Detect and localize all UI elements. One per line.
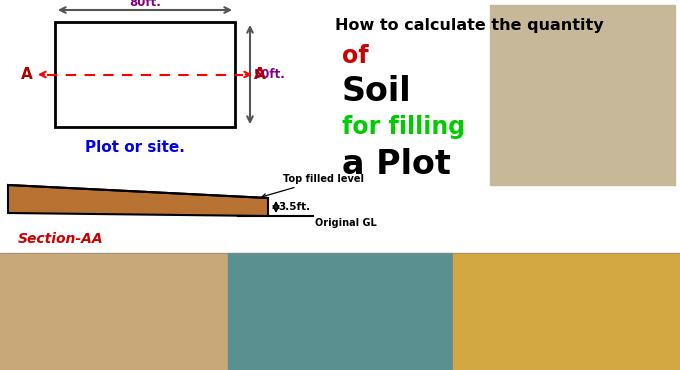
Text: 3.5ft.: 3.5ft. (278, 202, 310, 212)
Text: of: of (342, 44, 369, 68)
Text: Plot or site.: Plot or site. (85, 140, 185, 155)
Text: A: A (254, 67, 266, 82)
Polygon shape (8, 185, 268, 216)
Text: 50ft.: 50ft. (253, 68, 285, 81)
Bar (490, 5, 675, 185)
Bar (55, 22, 235, 127)
Text: Soil: Soil (342, 75, 411, 108)
Text: How to calculate the quantity: How to calculate the quantity (335, 18, 604, 33)
Bar (228, 253, 453, 370)
Text: 80ft.: 80ft. (129, 0, 161, 9)
Text: Section-AA: Section-AA (18, 232, 103, 246)
Bar (0, 253, 228, 370)
Text: A: A (21, 67, 33, 82)
Text: Original GL: Original GL (315, 218, 377, 228)
Text: for filling: for filling (342, 115, 465, 139)
Text: Top filled level: Top filled level (262, 174, 364, 198)
Bar (453, 253, 680, 370)
Text: a Plot: a Plot (342, 148, 451, 181)
